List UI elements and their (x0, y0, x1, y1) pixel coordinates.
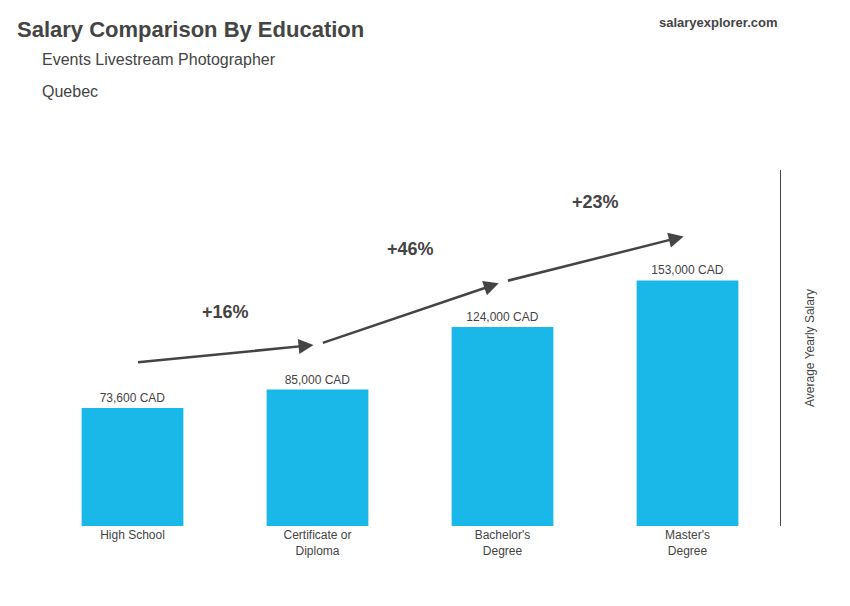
svg-text:Salary Comparison By Education: Salary Comparison By Education (17, 17, 364, 42)
svg-text:+46%: +46% (387, 239, 434, 259)
svg-text:Certificate orDiploma: Certificate orDiploma (283, 528, 351, 558)
svg-text:Quebec: Quebec (42, 83, 98, 100)
svg-text:73,600 CAD: 73,600 CAD (100, 391, 166, 405)
svg-text:+23%: +23% (572, 192, 619, 212)
svg-text:124,000 CAD: 124,000 CAD (466, 310, 538, 324)
svg-text:salaryexplorer.com: salaryexplorer.com (659, 15, 778, 30)
svg-text:153,000 CAD: 153,000 CAD (651, 263, 723, 277)
svg-text:High School: High School (100, 528, 165, 542)
svg-text:Bachelor'sDegree: Bachelor'sDegree (475, 528, 531, 558)
svg-text:Events Livestream Photographer: Events Livestream Photographer (42, 51, 276, 68)
svg-text:85,000 CAD: 85,000 CAD (285, 373, 351, 387)
svg-text:+16%: +16% (202, 302, 249, 322)
svg-text:Average Yearly Salary: Average Yearly Salary (803, 289, 817, 407)
svg-text:Master'sDegree: Master'sDegree (665, 528, 710, 558)
